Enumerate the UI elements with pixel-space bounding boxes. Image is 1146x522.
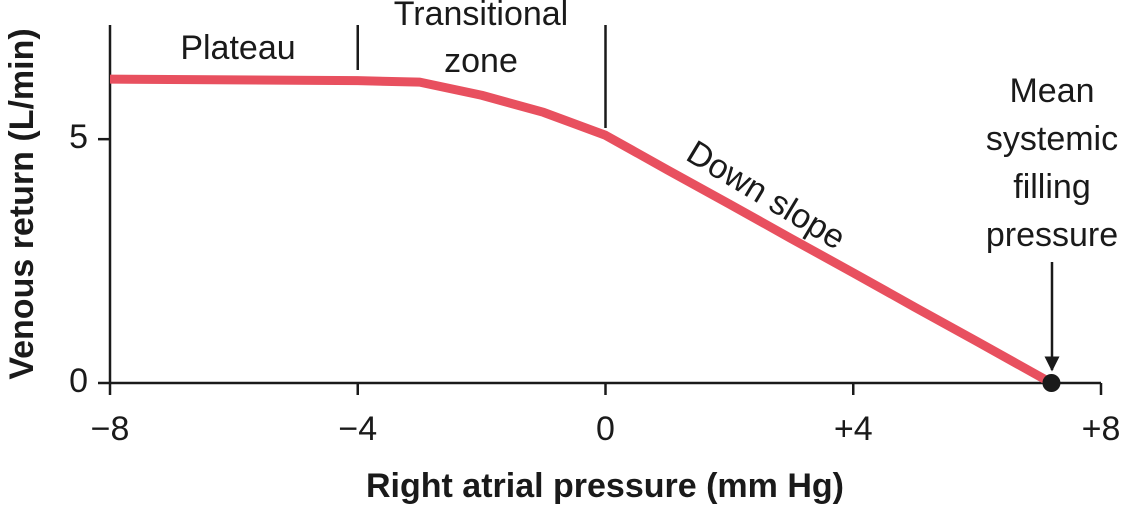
y-tick-label: 5: [69, 118, 88, 156]
x-tick-label: +8: [1082, 410, 1121, 448]
annotation: Mean: [1009, 72, 1094, 110]
y-axis-label: Venous return (L/min): [3, 28, 41, 379]
x-tick-label: −4: [338, 410, 377, 448]
annotation: Plateau: [180, 29, 295, 67]
annotation: systemic: [986, 120, 1118, 158]
x-tick-label: −8: [91, 410, 130, 448]
x-tick-label: 0: [596, 410, 615, 448]
line-series: [109, 74, 1054, 387]
annotation: Transitional: [394, 0, 568, 33]
x-tick-label: +4: [834, 410, 873, 448]
annotation: zone: [444, 42, 518, 80]
end-point: [1042, 374, 1061, 392]
annotation: filling: [1013, 168, 1090, 206]
x-axis-label: Right atrial pressure (mm Hg): [366, 467, 844, 505]
y-tick-label: 0: [69, 362, 88, 400]
annotation: pressure: [986, 216, 1118, 254]
